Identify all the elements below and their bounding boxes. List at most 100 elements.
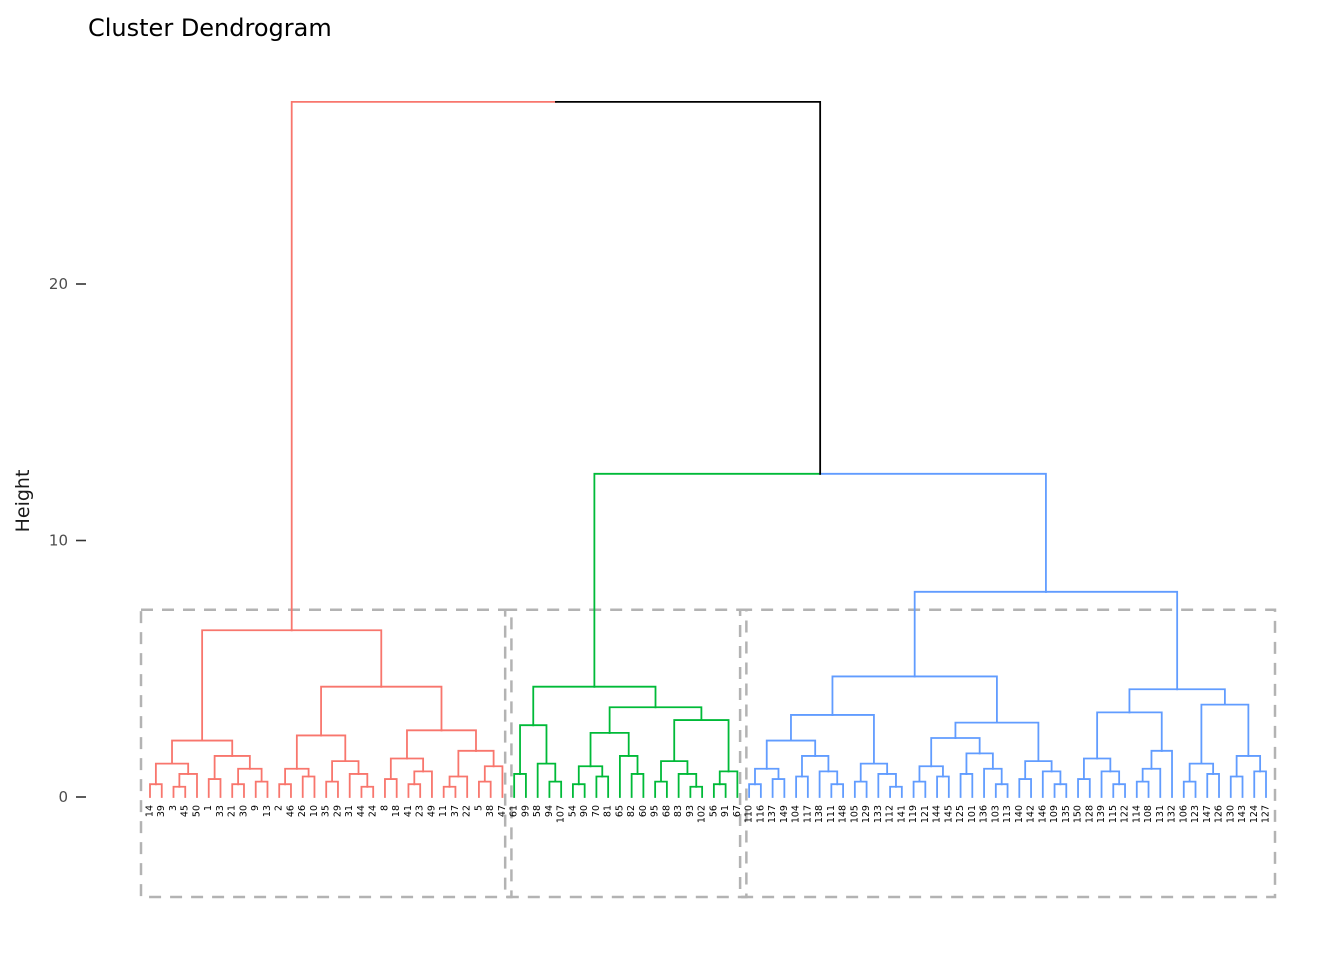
leaf-label: 8 <box>379 805 390 811</box>
leaf-label: 131 <box>1155 805 1166 823</box>
leaf-label: 18 <box>391 805 402 817</box>
leaf-label: 126 <box>1214 805 1225 823</box>
cluster-cut-box <box>738 608 1277 899</box>
leaf-label: 35 <box>321 805 332 817</box>
leaf-label: 70 <box>591 805 602 817</box>
leaf-label: 45 <box>180 805 191 817</box>
leaf-label: 122 <box>1120 805 1131 823</box>
leaf-label: 2 <box>274 805 285 811</box>
leaf-label: 117 <box>802 805 813 823</box>
leaf-label: 133 <box>873 805 884 823</box>
leaf-label: 111 <box>826 805 837 823</box>
chart-title: Cluster Dendrogram <box>88 14 332 42</box>
leaf-label: 50 <box>191 805 202 817</box>
leaf-label: 41 <box>403 805 414 817</box>
leaf-label: 123 <box>1190 805 1201 823</box>
leaf-label: 129 <box>861 805 872 823</box>
leaf-label: 127 <box>1261 805 1272 823</box>
leaf-label: 107 <box>556 805 567 823</box>
leaf-label: 23 <box>415 805 426 817</box>
leaf-label: 1 <box>203 805 214 811</box>
leaf-label: 143 <box>1237 805 1248 823</box>
leaf-label: 82 <box>626 805 637 817</box>
leaf-label: 144 <box>932 805 943 823</box>
leaf-label: 11 <box>438 805 449 817</box>
leaf-label: 26 <box>297 805 308 817</box>
leaf-label: 116 <box>755 805 766 823</box>
leaf-label: 61 <box>509 805 520 817</box>
y-tick-label: 0 <box>58 788 68 806</box>
cluster-cut-boxes <box>139 608 1277 899</box>
leaf-label: 142 <box>1026 805 1037 823</box>
leaf-label: 99 <box>520 805 531 817</box>
leaf-label: 109 <box>1049 805 1060 823</box>
leaf-label: 146 <box>1037 805 1048 823</box>
y-axis: 0 10 20 <box>49 275 86 806</box>
leaf-label: 39 <box>156 805 167 817</box>
leaf-label: 135 <box>1061 805 1072 823</box>
leaf-label: 81 <box>603 805 614 817</box>
leaf-label: 148 <box>838 805 849 823</box>
leaf-label: 13 <box>262 805 273 817</box>
leaf-label: 145 <box>943 805 954 823</box>
leaf-label: 102 <box>697 805 708 823</box>
leaf-label: 132 <box>1167 805 1178 823</box>
leaf-label: 125 <box>955 805 966 823</box>
leaf-label: 95 <box>650 805 661 817</box>
leaf-label: 108 <box>1143 805 1154 823</box>
leaf-label: 58 <box>532 805 543 817</box>
leaf-labels: 14 39 3 45 50 1 33 21 30 9 13 2 46 26 10 35 29 31 44 24 8 18 4… <box>145 805 1272 823</box>
leaf-label: 49 <box>426 805 437 817</box>
y-tick-label: 10 <box>49 532 68 550</box>
leaf-label: 136 <box>979 805 990 823</box>
leaf-label: 106 <box>1178 805 1189 823</box>
leaf-label: 130 <box>1225 805 1236 823</box>
leaf-label: 149 <box>779 805 790 823</box>
leaf-label: 150 <box>1073 805 1084 823</box>
leaf-label: 46 <box>285 805 296 817</box>
leaf-label: 94 <box>544 805 555 817</box>
leaf-label: 110 <box>744 805 755 823</box>
leaf-label: 119 <box>908 805 919 823</box>
leaf-label: 21 <box>227 805 238 817</box>
leaf-label: 147 <box>1202 805 1213 823</box>
leaf-label: 93 <box>685 805 696 817</box>
leaf-label: 140 <box>1014 805 1025 823</box>
leaf-label: 114 <box>1131 805 1142 823</box>
leaf-label: 60 <box>638 805 649 817</box>
leaf-label: 31 <box>344 805 355 817</box>
leaf-label: 112 <box>885 805 896 823</box>
leaf-label: 44 <box>356 805 367 817</box>
leaf-label: 33 <box>215 805 226 817</box>
leaf-label: 68 <box>661 805 672 817</box>
leaf-label: 101 <box>967 805 978 823</box>
leaf-label: 137 <box>767 805 778 823</box>
leaf-label: 54 <box>567 805 578 817</box>
leaf-label: 14 <box>145 805 156 817</box>
leaf-label: 65 <box>614 805 625 817</box>
leaf-label: 47 <box>497 805 508 817</box>
y-tick-label: 20 <box>49 275 68 293</box>
dendrogram-branches <box>149 100 1267 798</box>
cluster-cut-box <box>139 608 513 899</box>
leaf-label: 67 <box>732 805 743 817</box>
leaf-label: 113 <box>1002 805 1013 823</box>
leaf-label: 139 <box>1096 805 1107 823</box>
leaf-label: 38 <box>485 805 496 817</box>
leaf-label: 29 <box>332 805 343 817</box>
leaf-label: 103 <box>990 805 1001 823</box>
leaf-label: 91 <box>720 805 731 817</box>
leaf-label: 24 <box>368 805 379 817</box>
leaf-label: 83 <box>673 805 684 817</box>
leaf-label: 22 <box>462 805 473 817</box>
leaf-label: 30 <box>238 805 249 817</box>
leaf-label: 3 <box>168 805 179 811</box>
leaf-label: 10 <box>309 805 320 817</box>
leaf-label: 9 <box>250 805 261 811</box>
leaf-label: 115 <box>1108 805 1119 823</box>
leaf-label: 128 <box>1084 805 1095 823</box>
leaf-label: 141 <box>896 805 907 823</box>
leaf-label: 105 <box>849 805 860 823</box>
